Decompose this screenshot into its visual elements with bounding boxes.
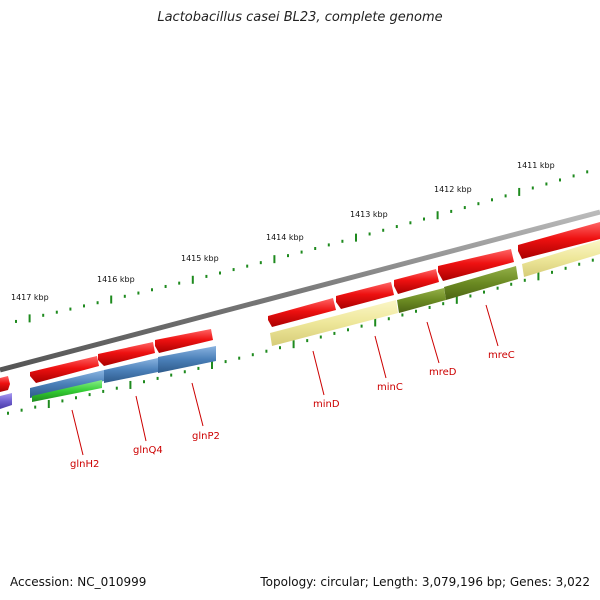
- leader-line: [71, 409, 84, 456]
- gene-labels: glnH2 glnQ4 glnP2 minD minC mreD mreC: [70, 350, 515, 470]
- leader-line: [485, 304, 499, 347]
- ruler-label: 1414 kbp: [266, 233, 304, 242]
- olive-feature: [397, 288, 446, 313]
- map-title: Lactobacillus casei BL23, complete genom…: [157, 10, 443, 25]
- outer-ruler: [15, 170, 589, 323]
- genome-stats-text: Topology: circular; Length: 3,079,196 bp…: [260, 575, 590, 589]
- cds-feature: [336, 282, 394, 309]
- gene-label-glnP2: glnP2: [192, 431, 220, 442]
- blue-feature: [30, 370, 104, 398]
- leader-line: [135, 395, 147, 442]
- leader-line: [191, 382, 204, 427]
- cds-feature: [438, 249, 514, 281]
- cds-feature: [30, 356, 99, 383]
- ruler-label: 1416 kbp: [97, 275, 135, 284]
- annotation-track: [0, 240, 600, 409]
- accession-text: Accession: NC_010999: [10, 575, 147, 589]
- forward-cds-track: [0, 222, 600, 392]
- gene-label-glnQ4: glnQ4: [133, 445, 163, 456]
- gene-label-minC: minC: [377, 382, 403, 393]
- gene-label-mreD: mreD: [429, 367, 457, 378]
- olive-feature: [444, 266, 518, 300]
- ruler-label: 1415 kbp: [181, 254, 219, 263]
- cds-feature: [155, 329, 213, 353]
- cds-feature: [268, 298, 336, 327]
- leader-line: [312, 350, 325, 396]
- inner-ruler: [7, 258, 594, 415]
- blue-feature: [158, 346, 216, 373]
- gene-label-glnH2: glnH2: [70, 459, 99, 470]
- khaki-feature: [270, 300, 398, 346]
- gene-label-mreC: mreC: [488, 350, 515, 361]
- ruler-label: 1413 kbp: [350, 210, 388, 219]
- genome-backbone: [0, 209, 600, 373]
- cds-feature: [98, 342, 155, 366]
- leader-line: [426, 321, 440, 364]
- ruler-labels: 1417 kbp 1416 kbp 1415 kbp 1414 kbp 1413…: [11, 161, 555, 302]
- gene-label-minD: minD: [313, 399, 340, 410]
- ruler-label: 1411 kbp: [517, 161, 555, 170]
- purple-feature: [0, 393, 12, 409]
- ruler-label: 1417 kbp: [11, 293, 49, 302]
- cds-feature: [394, 269, 439, 294]
- ruler-label: 1412 kbp: [434, 185, 472, 194]
- cds-feature: [0, 376, 10, 392]
- gene-label-leaders: [71, 304, 499, 456]
- green-feature: [32, 380, 102, 402]
- blue-feature: [104, 358, 158, 383]
- leader-line: [374, 335, 387, 379]
- khaki-feature: [522, 240, 600, 277]
- cds-feature: [518, 222, 600, 259]
